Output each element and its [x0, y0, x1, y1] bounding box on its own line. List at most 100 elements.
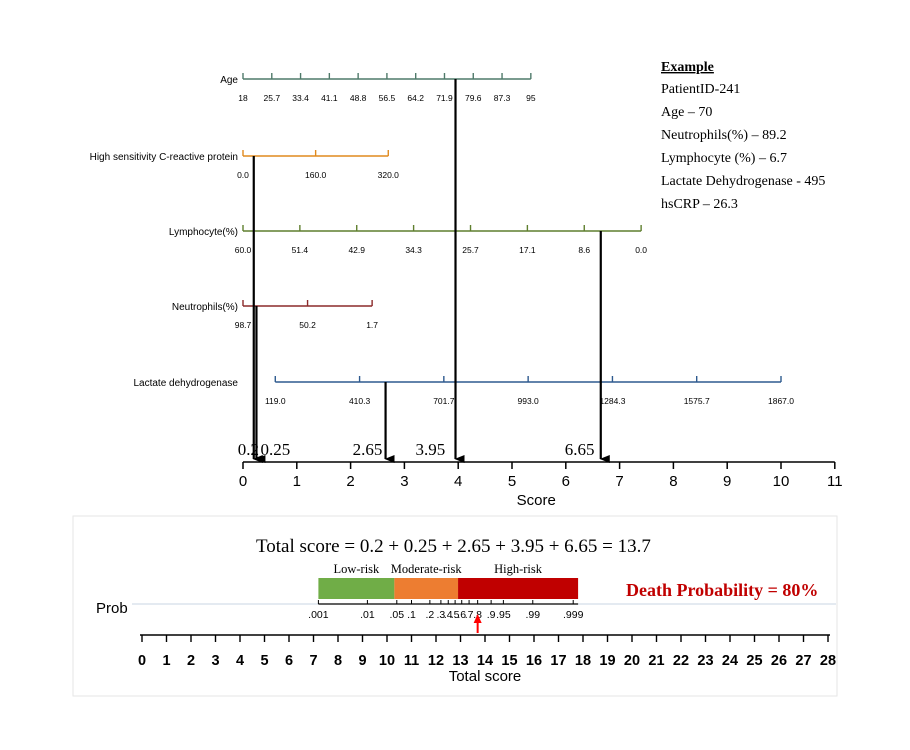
variable-2: Lymphocyte(%) 60.0 51.4 42.9 34.3 25.7 17.1 8.6…: [169, 225, 647, 255]
variable-tick-label: 1.7: [366, 320, 378, 330]
score-axis-title: Score: [517, 492, 556, 509]
variable-tick-label: 50.2: [299, 320, 316, 330]
variable-tick-label: 160.0: [305, 170, 327, 180]
score-axis-tick-label: 0: [239, 473, 247, 490]
score-axis-tick-label: 5: [508, 473, 516, 490]
variable-tick-label: 87.3: [494, 93, 511, 103]
score-axis-tick-label: 7: [615, 473, 623, 490]
variable-tick-label: 95: [526, 93, 536, 103]
total-axis-tick-label: 9: [358, 653, 366, 669]
total-axis-tick-label: 25: [746, 653, 762, 669]
variable-tick-label: 98.7: [235, 320, 252, 330]
arrow-value-label: 3.95: [416, 440, 446, 459]
variable-tick-label: 1575.7: [684, 396, 710, 406]
prob-axis-tick-label: .4: [444, 609, 453, 621]
total-axis-tick-label: 4: [236, 653, 244, 669]
variable-tick-label: 701.7: [433, 396, 455, 406]
variable-tick-label: 993.0: [517, 396, 539, 406]
total-axis-tick-label: 14: [477, 653, 493, 669]
risk-band: [458, 578, 579, 599]
example-line-1: Age – 70: [661, 105, 712, 120]
total-axis-tick-label: 3: [211, 653, 219, 669]
variable-label: Lymphocyte(%): [169, 227, 238, 238]
prob-axis-tick-label: .5: [451, 609, 460, 621]
score-axis-tick-label: 10: [773, 473, 790, 490]
risk-band-label: High-risk: [494, 562, 543, 576]
risk-band: [394, 578, 459, 599]
pointer-arrow-head: [473, 614, 482, 623]
prob-axis-tick-label: .001: [308, 609, 329, 621]
total-axis-tick-label: 7: [309, 653, 317, 669]
variable-label: Age: [220, 75, 238, 86]
example-line-3: Lymphocyte (%) – 6.7: [661, 151, 787, 166]
total-axis-title: Total score: [449, 668, 522, 685]
probability-panel: [72, 515, 838, 697]
total-axis-tick-label: 28: [820, 653, 836, 669]
variable-tick-label: 56.5: [379, 93, 396, 103]
variable-tick-label: 0.0: [237, 170, 249, 180]
variable-tick-label: 48.8: [350, 93, 367, 103]
variable-label: Neutrophils(%): [172, 302, 238, 313]
total-axis-tick-label: 21: [648, 653, 664, 669]
variable-4: Lactate dehydrogenase 119.0 410.3 701.7 993.…: [133, 376, 794, 406]
example-heading: Example: [661, 60, 714, 75]
prob-axis-tick-label: .2: [425, 609, 434, 621]
total-axis-tick-label: 11: [404, 653, 419, 669]
variable-tick-label: 34.3: [405, 245, 422, 255]
prob-axis-tick-label: .01: [360, 609, 375, 621]
example-line-2: Neutrophils(%) – 89.2: [661, 128, 787, 143]
variable-label: Lactate dehydrogenase: [133, 378, 238, 389]
arrow-value-label: 2.65: [353, 440, 383, 459]
variable-label: High sensitivity C-reactive protein: [90, 152, 238, 163]
total-axis-tick-label: 19: [599, 653, 615, 669]
example-line-5: hsCRP – 26.3: [661, 197, 738, 212]
total-axis-tick-label: 20: [624, 653, 640, 669]
variable-tick-label: 79.6: [465, 93, 482, 103]
variable-tick-label: 410.3: [349, 396, 371, 406]
total-axis-tick-label: 24: [722, 653, 738, 669]
variable-tick-label: 17.1: [519, 245, 536, 255]
variable-tick-label: 0.0: [635, 245, 647, 255]
total-axis-tick-label: 10: [379, 653, 395, 669]
variable-tick-label: 1867.0: [768, 396, 794, 406]
variable-tick-label: 25.7: [462, 245, 479, 255]
variable-tick-label: 64.2: [407, 93, 424, 103]
prob-axis-tick-label: .95: [496, 609, 511, 621]
variable-tick-label: 42.9: [348, 245, 365, 255]
example-line-0: PatientID-241: [661, 82, 740, 97]
variable-tick-label: 60.0: [235, 245, 252, 255]
score-axis-tick-label: 4: [454, 473, 462, 490]
total-axis-tick-label: 17: [550, 653, 566, 669]
score-axis-tick-label: 2: [346, 473, 354, 490]
variable-tick-label: 33.4: [292, 93, 309, 103]
total-axis-tick-label: 8: [334, 653, 342, 669]
arrow-value-label: 0.25: [260, 440, 290, 459]
prob-axis-tick-label: .7: [465, 609, 474, 621]
total-axis-tick-label: 15: [501, 653, 517, 669]
arrow-value-label: 6.65: [565, 440, 595, 459]
total-axis-tick-label: 2: [187, 653, 195, 669]
risk-band-label: Moderate-risk: [391, 562, 463, 576]
total-axis-tick-label: 0: [138, 653, 146, 669]
arrow-value-label: 0.2: [238, 440, 259, 459]
total-axis-tick-label: 22: [673, 653, 689, 669]
variable-tick-label: 1284.3: [599, 396, 625, 406]
score-axis-tick-label: 3: [400, 473, 408, 490]
total-axis-tick-label: 1: [162, 653, 170, 669]
prob-axis-tick-label: .999: [563, 609, 584, 621]
total-axis-tick-label: 13: [452, 653, 468, 669]
total-axis-tick-label: 26: [771, 653, 787, 669]
total-score-formula: Total score = 0.2 + 0.25 + 2.65 + 3.95 +…: [256, 536, 651, 557]
prob-axis-tick-label: .3: [437, 609, 446, 621]
risk-band-label: Low-risk: [333, 562, 380, 576]
variable-tick-label: 320.0: [378, 170, 400, 180]
risk-band: [318, 578, 395, 599]
total-axis-tick-label: 27: [795, 653, 811, 669]
prob-axis-tick-label: .6: [457, 609, 466, 621]
example-line-4: Lactate Dehydrogenase - 495: [661, 174, 825, 189]
variable-tick-label: 18: [238, 93, 248, 103]
score-axis-tick-label: 9: [723, 473, 731, 490]
